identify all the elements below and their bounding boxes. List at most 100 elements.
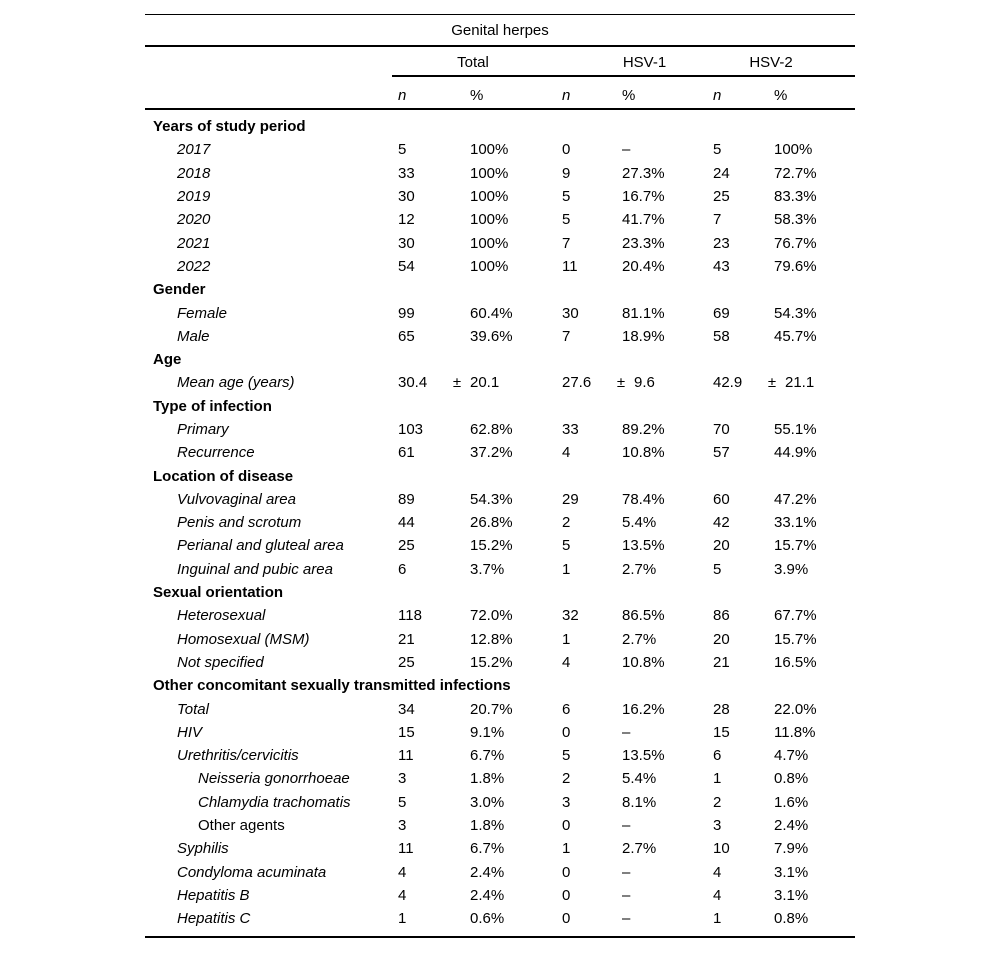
cell-n: 4 bbox=[398, 886, 407, 904]
table-body: Years of study period 2017 5 100% 0–5 100% 201… bbox=[145, 110, 855, 939]
cell-n: 4 bbox=[562, 444, 571, 462]
cell-pct: 7.9% bbox=[774, 840, 809, 858]
row-label: Syphilis bbox=[177, 840, 229, 858]
cell-pct: 67.7% bbox=[774, 607, 817, 625]
cell-n: 1 bbox=[562, 840, 571, 858]
cell-n: 24 bbox=[713, 164, 730, 182]
cell-pct: 1.8% bbox=[470, 817, 505, 835]
col-header-total-pct: % bbox=[470, 87, 484, 104]
cell-n: 6 bbox=[713, 747, 722, 765]
table-row: Inguinal and pubic area 6 3.7% 1 2.7% 5 3.9% bbox=[145, 558, 855, 581]
group-underline-rule bbox=[392, 75, 855, 77]
cell-pct: 16.5% bbox=[774, 653, 817, 671]
row-label: Condyloma acuminata bbox=[177, 863, 327, 881]
cell-n: 1 bbox=[713, 910, 722, 928]
section-header-row: Gender bbox=[145, 278, 855, 301]
table-row: 2020 12 100% 5 41.7% 7 58.3% bbox=[145, 208, 855, 231]
cell-pct: – bbox=[622, 910, 631, 928]
cell-n: 69 bbox=[713, 304, 730, 322]
cell-pct: 37.2% bbox=[470, 444, 513, 462]
cell-pct: 0.6% bbox=[470, 910, 505, 928]
cell-n: 21 bbox=[398, 630, 415, 648]
cell-pct: 15.7% bbox=[774, 630, 817, 648]
cell-n: 60 bbox=[713, 490, 730, 508]
cell-pct: 81.1% bbox=[622, 304, 665, 322]
row-label: Female bbox=[177, 304, 228, 322]
cell-pct: – bbox=[622, 886, 631, 904]
cell-n: 5 bbox=[713, 560, 722, 578]
cell-pct: 0.8% bbox=[774, 910, 809, 928]
col-header-hsv1-pct: % bbox=[622, 87, 636, 104]
cell-n: 54 bbox=[398, 257, 415, 275]
table-row: 2018 33 100% 9 27.3% 24 72.7% bbox=[145, 162, 855, 185]
table-row: Homosexual (MSM) 21 12.8% 1 2.7% 20 15.7% bbox=[145, 628, 855, 651]
cell-n: 4 bbox=[562, 653, 571, 671]
table-row: Female 99 60.4% 30 81.1% 69 54.3% bbox=[145, 301, 855, 324]
cell-n: 4 bbox=[398, 863, 407, 881]
row-label: Vulvovaginal area bbox=[177, 490, 296, 508]
row-label: Perianal and gluteal area bbox=[177, 537, 344, 555]
table-row: 2021 30 100% 7 23.3% 23 76.7% bbox=[145, 231, 855, 254]
cell-pct: 15.7% bbox=[774, 537, 817, 555]
cell-pct: 41.7% bbox=[622, 211, 665, 229]
cell-pct: 60.4% bbox=[470, 304, 513, 322]
cell-pct: 3.7% bbox=[470, 560, 505, 578]
mean-sd-cell: 27.6 ±9.6 bbox=[562, 374, 713, 391]
cell-n: 65 bbox=[398, 327, 415, 345]
cell-n: 2 bbox=[713, 793, 722, 811]
cell-pct: 12.8% bbox=[470, 630, 513, 648]
cell-n: 5 bbox=[562, 747, 571, 765]
cell-n: 0 bbox=[562, 910, 571, 928]
cell-n: 7 bbox=[562, 234, 571, 252]
cell-pct: 2.7% bbox=[622, 630, 657, 648]
cell-n: 0 bbox=[562, 863, 571, 881]
cell-pct: 3.1% bbox=[774, 886, 809, 904]
cell-n: 43 bbox=[713, 257, 730, 275]
cell-n: 29 bbox=[562, 490, 579, 508]
cell-n: 10 bbox=[713, 840, 730, 858]
cell-n: 3 bbox=[562, 793, 571, 811]
cell-n: 34 bbox=[398, 700, 415, 718]
row-label: Male bbox=[177, 327, 210, 345]
cell-pct: 13.5% bbox=[622, 537, 665, 555]
cell-pct: 100% bbox=[774, 141, 813, 159]
cell-n: 1 bbox=[398, 910, 407, 928]
row-label: Not specified bbox=[177, 653, 264, 671]
row-label: HIV bbox=[177, 723, 203, 741]
table-row: HIV 15 9.1% 0 – 15 11.8% bbox=[145, 721, 855, 744]
cell-pct: 5.4% bbox=[622, 770, 657, 788]
mean-value: 30.4 bbox=[398, 374, 428, 392]
cell-pct: 6.7% bbox=[470, 747, 505, 765]
cell-n: 28 bbox=[713, 700, 730, 718]
cell-n: 12 bbox=[398, 211, 415, 229]
cell-pct: 15.2% bbox=[470, 653, 513, 671]
cell-n: 5 bbox=[398, 793, 407, 811]
row-label: Hepatitis B bbox=[177, 886, 250, 904]
cell-pct: 100% bbox=[470, 188, 509, 206]
cell-pct: 62.8% bbox=[470, 421, 513, 438]
cell-pct: 3.1% bbox=[774, 863, 809, 881]
cell-pct: 72.0% bbox=[470, 607, 513, 625]
cell-pct: 27.3% bbox=[622, 164, 665, 182]
cell-n: 0 bbox=[562, 886, 571, 904]
cell-pct: 5.4% bbox=[622, 514, 657, 532]
cell-pct: 3.0% bbox=[470, 793, 505, 811]
cell-n: 57 bbox=[713, 444, 730, 462]
row-label: 2019 bbox=[177, 188, 211, 206]
cell-pct: 39.6% bbox=[470, 327, 513, 345]
cell-pct: 2.7% bbox=[622, 560, 657, 578]
mean-sd-cell: 30.4 ±20.1 bbox=[398, 374, 562, 391]
row-label: Primary bbox=[177, 421, 229, 438]
cell-n: 15 bbox=[398, 723, 415, 741]
cell-n: 2 bbox=[562, 770, 571, 788]
table-row: Penis and scrotum 44 26.8% 2 5.4% 42 33.1% bbox=[145, 511, 855, 534]
cell-n: 20 bbox=[713, 630, 730, 648]
data-table: Genital herpes Total HSV-1 HSV-2 n % n %… bbox=[145, 14, 855, 939]
cell-n: 5 bbox=[562, 188, 571, 206]
cell-pct: 10.8% bbox=[622, 444, 665, 462]
row-label: Inguinal and pubic area bbox=[177, 560, 333, 578]
cell-n: 30 bbox=[398, 188, 415, 206]
sd-value: 9.6 bbox=[634, 374, 655, 392]
col-header-total-n: n bbox=[398, 87, 407, 104]
cell-pct: 54.3% bbox=[470, 490, 513, 508]
